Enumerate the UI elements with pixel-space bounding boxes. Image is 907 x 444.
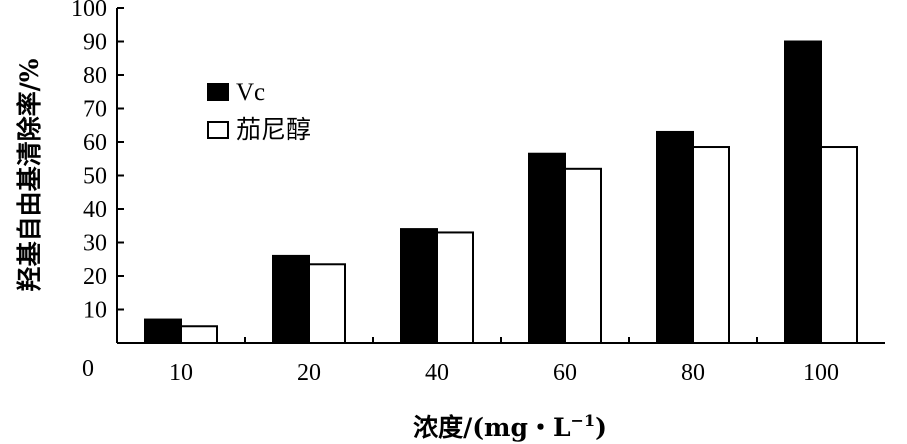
y-tick-label: 10 — [83, 298, 107, 324]
legend-label-vc: Vc — [236, 79, 265, 106]
bar-vc-10 — [144, 318, 182, 344]
x-tick-label: 10 — [169, 360, 193, 386]
x-tick-label: 20 — [297, 360, 321, 386]
x-tick-label: 60 — [553, 360, 577, 386]
bar-solanesol-10 — [180, 325, 218, 344]
bar-solanesol-40 — [436, 231, 474, 344]
y-axis-title-text: 羟基自由基清除率/% — [15, 58, 44, 291]
legend-swatch-vc — [207, 83, 229, 101]
x-axis-title-close: ) — [595, 413, 607, 442]
y-tick-label: 20 — [83, 264, 107, 290]
bar-vc-80 — [656, 130, 694, 344]
x-axis-title: 浓度/(mg・L−1) — [413, 411, 607, 442]
y-tick-label: 90 — [83, 30, 107, 56]
legend: Vc 茄尼醇 — [207, 79, 311, 144]
y-tick-label: 50 — [83, 164, 107, 190]
y-tick-label: 80 — [83, 63, 107, 89]
bar-solanesol-20 — [308, 263, 346, 344]
bar-solanesol-100 — [820, 146, 858, 344]
legend-label-solanesol: 茄尼醇 — [236, 116, 311, 144]
bar-vc-40 — [400, 228, 438, 345]
y-tick-label: 60 — [83, 130, 107, 156]
bar-solanesol-80 — [692, 146, 730, 344]
bar-vc-100 — [784, 40, 822, 344]
y-axis: 0 10 20 30 40 50 60 70 80 90 100 — [71, 0, 124, 382]
bar-vc-60 — [528, 152, 566, 344]
bar-solanesol-60 — [564, 167, 602, 344]
x-axis-title-superscript: −1 — [571, 411, 596, 430]
x-tick-label: 40 — [425, 360, 449, 386]
y-tick-label: 70 — [83, 97, 107, 123]
y-axis-title: 羟基自由基清除率/% — [15, 58, 44, 291]
x-tick-label: 100 — [803, 360, 839, 386]
y-tick-label: 30 — [83, 231, 107, 257]
y-tick-label: 40 — [83, 197, 107, 223]
legend-swatch-solanesol — [207, 121, 229, 139]
x-tick-label: 80 — [681, 360, 705, 386]
bar-vc-20 — [272, 254, 310, 344]
y-tick-label: 0 — [82, 356, 94, 382]
y-tick-label: 100 — [71, 0, 107, 22]
x-axis-title-main: 浓度/(mg・L — [413, 413, 571, 442]
x-axis: 10 20 40 60 80 100 — [117, 337, 885, 386]
